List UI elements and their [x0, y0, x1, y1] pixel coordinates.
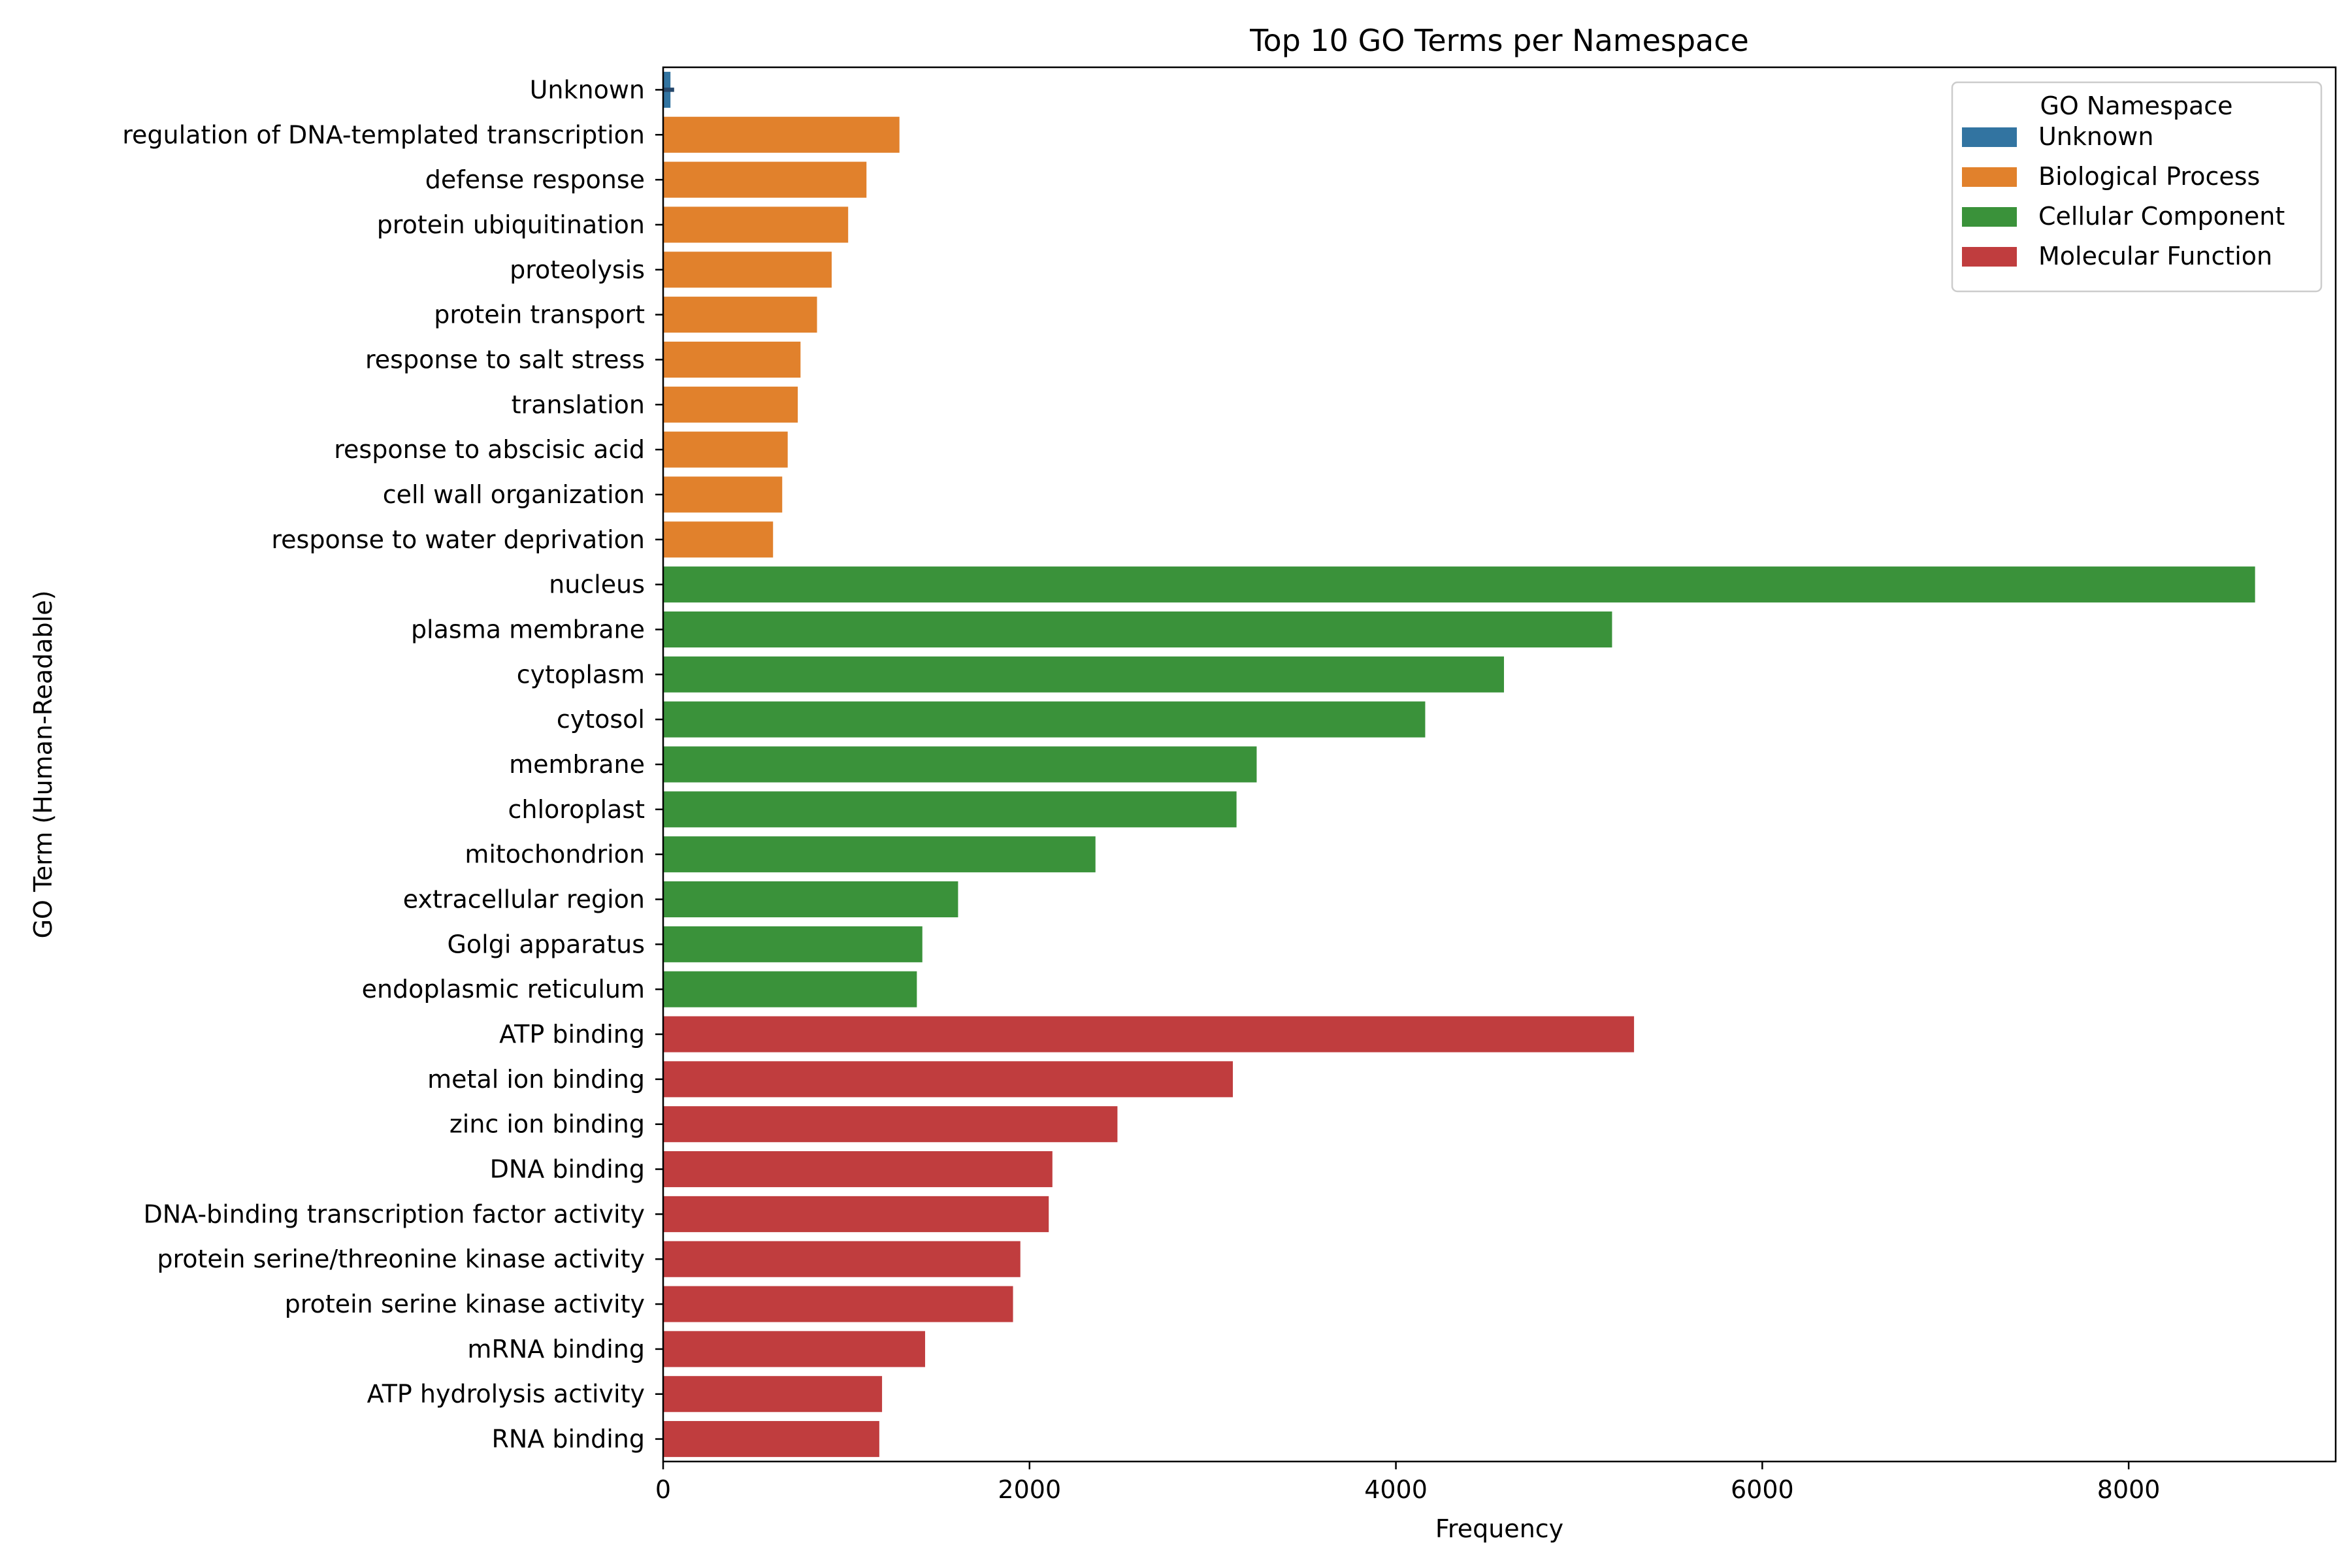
- y-tick-label: protein ubiquitination: [377, 210, 645, 239]
- bar-atp-binding: [663, 1016, 1635, 1053]
- legend-entries: Unknown Biological Process Cellular Compon…: [1962, 122, 2285, 270]
- y-tick-label: Unknown: [530, 75, 645, 104]
- chart-title: Top 10 GO Terms per Namespace: [1249, 23, 1749, 58]
- bar-mrna-binding: [663, 1331, 925, 1367]
- bar-golgi-apparatus: [663, 926, 923, 962]
- y-tick-label: plasma membrane: [411, 615, 645, 644]
- legend-swatch-molecular-function: [1962, 247, 2017, 267]
- y-tick-label: zinc ion binding: [449, 1110, 645, 1139]
- bar-nucleus: [663, 566, 2255, 603]
- y-axis-ticks: Unknown regulation of DNA-templated trans…: [122, 75, 663, 1454]
- y-tick-label: response to water deprivation: [271, 525, 645, 554]
- y-tick-label: protein serine/threonine kinase activity: [157, 1245, 645, 1273]
- y-tick-label: metal ion binding: [427, 1065, 645, 1094]
- x-tick-label: 0: [655, 1475, 671, 1504]
- legend-swatch-cellular-component: [1962, 207, 2017, 227]
- x-tick-label: 8000: [2097, 1475, 2161, 1504]
- bar-plasma-membrane: [663, 611, 1612, 648]
- y-tick-label: protein transport: [434, 301, 645, 329]
- y-tick-label: cytosol: [557, 705, 645, 734]
- legend-label-molecular-function: Molecular Function: [2038, 242, 2272, 270]
- x-tick-label: 6000: [1731, 1475, 1794, 1504]
- bar-response-to-water-deprivation: [663, 521, 774, 558]
- bars-group: [663, 71, 2255, 1458]
- legend-swatch-unknown: [1962, 127, 2017, 147]
- bar-chloroplast: [663, 791, 1237, 828]
- bar-endoplasmic-reticulum: [663, 971, 917, 1007]
- bar-response-to-salt-stress: [663, 341, 801, 378]
- legend: GO Namespace Unknown Biological Process Ce…: [1951, 81, 2323, 293]
- plot-frame: [662, 66, 2337, 1463]
- bar-cytoplasm: [663, 656, 1505, 693]
- y-tick-label: protein serine kinase activity: [285, 1290, 645, 1318]
- x-tick-label: 2000: [998, 1475, 1061, 1504]
- y-tick-label: defense response: [425, 165, 645, 194]
- bar-response-to-abscisic-acid: [663, 431, 788, 468]
- bar-protein-transport: [663, 297, 817, 333]
- bar-dna-binding-transcription-factor-activity: [663, 1196, 1049, 1232]
- x-tick-label: 4000: [1364, 1475, 1428, 1504]
- y-tick-label: chloroplast: [508, 795, 645, 824]
- y-tick-label: cell wall organization: [383, 480, 645, 509]
- y-tick-label: DNA-binding transcription factor activit…: [143, 1200, 645, 1228]
- bar-cytosol: [663, 701, 1426, 738]
- bar-translation: [663, 386, 798, 423]
- bar-zinc-ion-binding: [663, 1106, 1118, 1143]
- y-tick-label: extracellular region: [403, 885, 645, 914]
- legend-title: GO Namespace: [2040, 91, 2232, 120]
- bar-atp-hydrolysis-activity: [663, 1376, 883, 1413]
- y-tick-label: RNA binding: [491, 1425, 645, 1454]
- x-axis-label: Frequency: [1435, 1514, 1563, 1543]
- legend-swatch-biological-process: [1962, 167, 2017, 187]
- y-tick-label: Golgi apparatus: [447, 930, 645, 958]
- bar-membrane: [663, 746, 1257, 783]
- y-tick-label: membrane: [509, 750, 645, 779]
- y-tick-label: endoplasmic reticulum: [362, 975, 645, 1004]
- y-tick-label: response to abscisic acid: [334, 435, 645, 464]
- bar-cell-wall-organization: [663, 476, 783, 513]
- bar-dna-binding: [663, 1151, 1053, 1188]
- y-tick-label: ATP binding: [499, 1020, 645, 1049]
- bar-extracellular-region: [663, 881, 958, 918]
- y-tick-label: translation: [512, 390, 645, 419]
- y-tick-label: DNA binding: [490, 1155, 645, 1184]
- bar-metal-ion-binding: [663, 1061, 1233, 1098]
- bar-protein-serine-kinase-activity: [663, 1286, 1013, 1322]
- y-axis-label: GO Term (Human-Readable): [29, 591, 57, 939]
- bar-defense-response: [663, 161, 867, 198]
- legend-label-biological-process: Biological Process: [2038, 162, 2260, 191]
- x-axis-ticks: 0 2000 4000 6000 8000: [655, 1462, 2161, 1504]
- bar-mitochondrion: [663, 836, 1096, 873]
- legend-label-unknown: Unknown: [2038, 122, 2153, 151]
- y-tick-label: nucleus: [549, 570, 645, 599]
- y-tick-label: cytoplasm: [517, 660, 645, 689]
- y-tick-label: proteolysis: [510, 255, 645, 284]
- legend-label-cellular-component: Cellular Component: [2038, 202, 2285, 231]
- bar-protein-ubiquitination: [663, 206, 849, 243]
- y-tick-label: regulation of DNA-templated transcriptio…: [122, 120, 645, 149]
- bar-regulation-of-dna-templated-transcription: [663, 116, 900, 153]
- bar-rna-binding: [663, 1421, 879, 1458]
- y-tick-label: mitochondrion: [465, 840, 645, 869]
- bar-protein-serine-threonine-kinase-activity: [663, 1241, 1021, 1277]
- y-tick-label: response to salt stress: [365, 345, 645, 374]
- legend-frame: [1951, 81, 2323, 293]
- y-tick-label: ATP hydrolysis activity: [367, 1380, 645, 1409]
- y-tick-label: mRNA binding: [467, 1335, 645, 1364]
- bar-proteolysis: [663, 252, 832, 288]
